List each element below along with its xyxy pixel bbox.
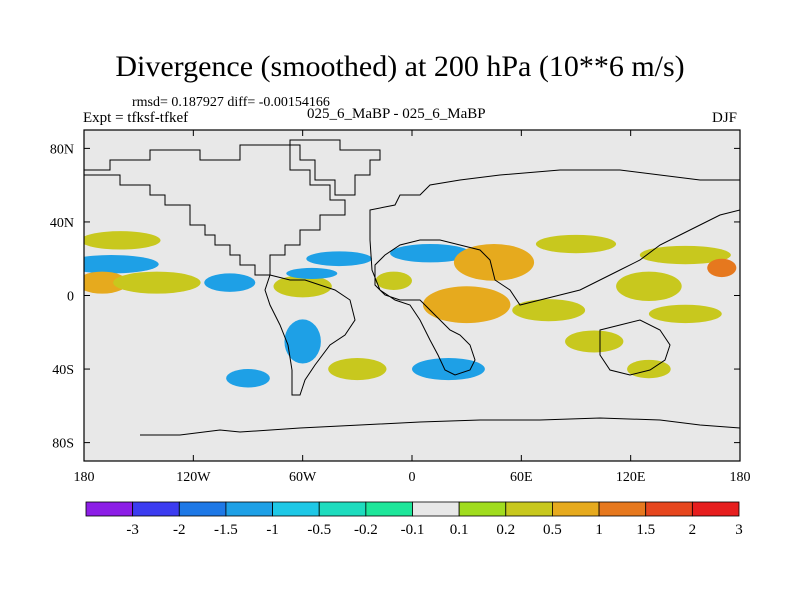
x-axis: 180 120W 60W 0 60E 120E 180: [74, 130, 751, 485]
experiment-line: Expt = tfksf-tfkef: [83, 110, 189, 126]
colorbar-swatch: [272, 501, 320, 517]
coastline-segment: [84, 144, 346, 276]
anomaly-blob: [84, 231, 161, 250]
anomaly-blob: [226, 369, 270, 388]
coastline-segment: [369, 169, 740, 376]
colorbar-label: -0.5: [307, 522, 331, 538]
y-tick-label: 40N: [50, 216, 74, 231]
colorbar-swatch: [132, 501, 180, 517]
anomaly-blob: [204, 273, 256, 292]
colorbar-swatch: [85, 501, 134, 517]
anomaly-field: [84, 231, 737, 388]
cases-line: 025_6_MaBP - 025_6_MaBP: [307, 106, 486, 122]
anomaly-blob: [512, 299, 586, 322]
anomaly-blob: [616, 271, 682, 302]
colorbar: -3 -2 -1.5 -1 -0.5 -0.2 -0.1 0.1 0.2 0.5 1 1.5 2 3: [85, 501, 743, 538]
colorbar-label: 2: [689, 522, 697, 538]
colorbar-label: 1.5: [636, 522, 655, 538]
anomaly-blob: [273, 275, 332, 298]
colorbar-swatch: [318, 501, 367, 517]
anomaly-blob: [286, 267, 338, 279]
coastline-segment: [264, 274, 356, 396]
anomaly-blob: [535, 234, 617, 254]
colorbar-swatch: [645, 501, 693, 517]
colorbar-swatch: [598, 501, 647, 517]
anomaly-blob: [412, 358, 485, 381]
y-tick-label: 0: [67, 290, 74, 305]
colorbar-label: 3: [735, 522, 743, 538]
colorbar-label: -1.5: [214, 522, 238, 538]
colorbar-swatch: [178, 501, 227, 517]
anomaly-blob: [284, 319, 321, 364]
anomaly-blob: [375, 271, 412, 290]
x-tick-label: 60W: [289, 470, 317, 485]
season-label: DJF: [712, 110, 738, 126]
x-tick-label: 180: [74, 470, 95, 485]
x-tick-label: 180: [730, 470, 751, 485]
anomaly-blob: [306, 251, 372, 267]
colorbar-swatch: [365, 501, 413, 517]
anomaly-blob: [453, 244, 535, 281]
anomaly-blob: [113, 271, 201, 294]
colorbar-label: 1: [595, 522, 603, 538]
colorbar-label: 0.1: [450, 522, 469, 538]
anomaly-blob: [390, 244, 471, 263]
colorbar-label: 0.2: [496, 522, 515, 538]
colorbar-label: 0.5: [543, 522, 562, 538]
coastline-segment: [599, 319, 671, 376]
x-tick-label: 120E: [616, 470, 646, 485]
anomaly-blob: [627, 359, 671, 379]
coastline-segment: [140, 417, 740, 436]
colorbar-swatch: [412, 501, 460, 517]
colorbar-swatch: [691, 501, 740, 517]
anomaly-blob: [707, 258, 737, 278]
colorbar-swatch: [505, 501, 553, 517]
anomaly-blob: [565, 330, 624, 353]
anomaly-blob: [328, 358, 387, 381]
y-tick-label: 80N: [50, 142, 74, 157]
y-tick-label: 40S: [52, 363, 74, 378]
anomaly-blob: [84, 271, 128, 294]
anomaly-blob: [648, 304, 722, 324]
colorbar-swatch: [225, 501, 273, 517]
y-axis: 80N 40N 0 40S 80S: [50, 142, 740, 452]
anomaly-blob: [422, 286, 511, 324]
x-tick-label: 0: [409, 470, 416, 485]
chart-title: Divergence (smoothed) at 200 hPa (10**6 …: [115, 50, 685, 83]
stats-line: rmsd= 0.187927 diff= -0.00154166: [132, 95, 330, 110]
colorbar-label: -0.2: [354, 522, 378, 538]
colorbar-label: -1: [266, 522, 279, 538]
x-tick-label: 120W: [176, 470, 211, 485]
colorbar-swatch: [458, 501, 507, 517]
anomaly-blob: [84, 255, 159, 274]
colorbar-swatch: [552, 501, 600, 517]
coastlines: [84, 139, 740, 436]
coastline-segment: [289, 139, 381, 196]
anomaly-blob: [639, 245, 731, 265]
colorbar-label: -0.1: [401, 522, 425, 538]
y-tick-label: 80S: [52, 437, 74, 452]
colorbar-label: -2: [173, 522, 186, 538]
x-tick-label: 60E: [510, 470, 533, 485]
colorbar-label: -3: [126, 522, 139, 538]
